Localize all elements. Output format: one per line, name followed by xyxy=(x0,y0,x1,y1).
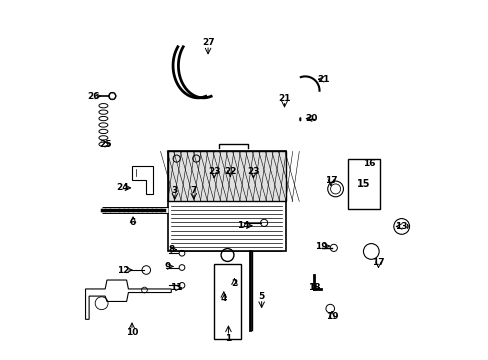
Bar xyxy=(347,158,380,208)
Text: 17: 17 xyxy=(324,176,337,185)
Text: 23: 23 xyxy=(246,167,259,176)
Text: 24: 24 xyxy=(116,183,128,192)
Text: 12: 12 xyxy=(117,266,130,275)
Text: 22: 22 xyxy=(224,167,236,176)
Text: 10: 10 xyxy=(125,328,138,337)
Text: 19: 19 xyxy=(325,312,338,321)
Text: 11: 11 xyxy=(169,283,182,292)
Text: 21: 21 xyxy=(278,94,290,103)
Text: 9: 9 xyxy=(164,262,170,271)
Text: 27: 27 xyxy=(202,38,214,47)
Text: 25: 25 xyxy=(99,140,111,149)
Text: 14: 14 xyxy=(237,221,249,230)
Text: 20: 20 xyxy=(305,114,317,123)
Text: 5: 5 xyxy=(258,292,264,301)
Bar xyxy=(214,264,241,339)
Text: 4: 4 xyxy=(220,294,226,303)
Text: 26: 26 xyxy=(87,91,100,100)
Text: 6: 6 xyxy=(130,219,136,228)
Text: 7: 7 xyxy=(190,186,197,195)
Polygon shape xyxy=(108,93,116,99)
Bar xyxy=(167,152,285,251)
Text: 17: 17 xyxy=(371,258,384,267)
Text: 16: 16 xyxy=(362,159,374,168)
Text: 21: 21 xyxy=(317,75,329,84)
Text: 3: 3 xyxy=(171,186,178,195)
Text: 15: 15 xyxy=(357,179,370,189)
Text: 1: 1 xyxy=(225,334,231,343)
Bar xyxy=(167,152,285,202)
Text: 19: 19 xyxy=(314,242,327,251)
Text: 8: 8 xyxy=(168,245,174,254)
Text: 23: 23 xyxy=(207,167,220,176)
Text: 13: 13 xyxy=(395,222,407,231)
Text: 2: 2 xyxy=(231,279,237,288)
Text: 18: 18 xyxy=(307,283,320,292)
